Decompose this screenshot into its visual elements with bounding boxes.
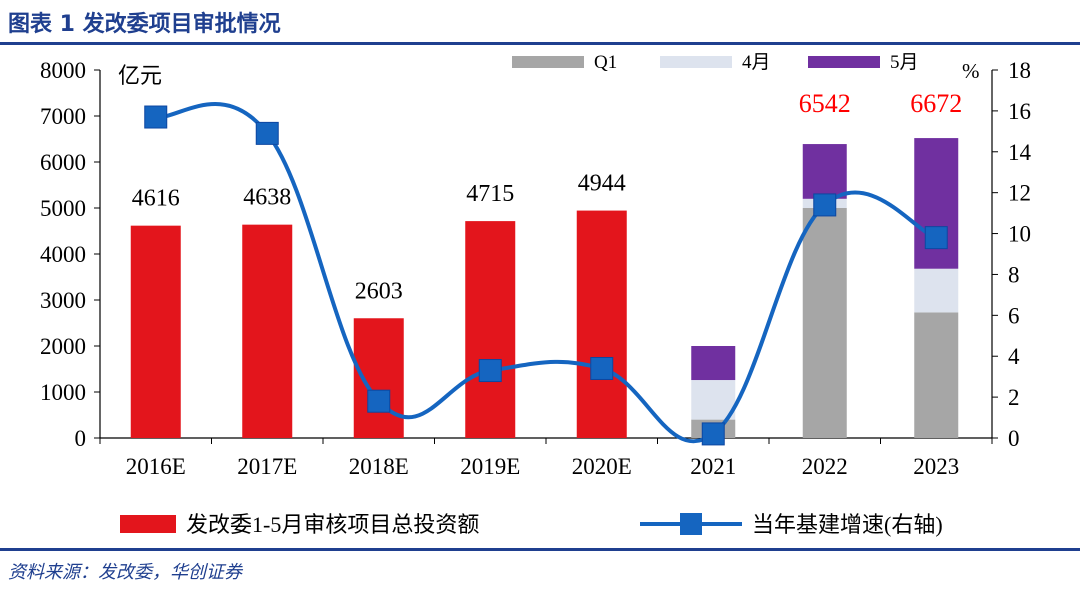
line-marker	[144, 105, 168, 129]
left-tick-label: 0	[75, 426, 87, 451]
legend-swatch-total	[120, 515, 176, 533]
legend-swatch	[660, 56, 732, 68]
line-marker	[255, 121, 279, 145]
right-tick-label: 6	[1008, 303, 1020, 328]
bar-stack-Q1	[914, 312, 959, 438]
bar-total-investment	[465, 221, 516, 438]
legend-label: 4月	[742, 52, 771, 73]
left-tick-label: 8000	[40, 58, 86, 83]
left-tick-label: 4000	[40, 242, 86, 267]
annotation-total: 6542	[799, 89, 851, 118]
line-marker	[478, 359, 502, 383]
bar-total-investment	[130, 225, 181, 438]
left-tick-label: 5000	[40, 196, 86, 221]
right-tick-label: 8	[1008, 262, 1020, 287]
line-marker	[367, 389, 391, 413]
line-marker	[924, 226, 948, 250]
right-tick-label: 14	[1008, 140, 1032, 165]
bar-data-label: 4616	[132, 186, 180, 212]
x-tick-label: 2023	[913, 454, 959, 479]
left-tick-label: 3000	[40, 288, 86, 313]
right-tick-label: 0	[1008, 426, 1020, 451]
legend-swatch	[512, 56, 584, 68]
line-infrastructure-growth	[155, 102, 938, 444]
annotation-total: 6672	[910, 89, 962, 118]
x-tick-label: 2020E	[572, 454, 632, 479]
bar-stack-5月	[802, 144, 847, 199]
source-note: 资料来源：发改委，华创证券	[8, 562, 242, 583]
x-tick-label: 2016E	[126, 454, 186, 479]
bar-stack-4月	[691, 380, 736, 420]
x-tick-label: 2018E	[349, 454, 409, 479]
left-tick-label: 1000	[40, 380, 86, 405]
title-rule	[0, 42, 1080, 45]
bar-total-investment	[576, 210, 627, 438]
bar-data-label: 4944	[578, 171, 626, 197]
right-tick-label: 10	[1008, 222, 1031, 247]
line-marker	[590, 356, 614, 380]
left-tick-label: 2000	[40, 334, 86, 359]
bar-data-label: 2603	[355, 278, 403, 304]
left-tick-label: 7000	[40, 104, 86, 129]
x-tick-label: 2019E	[460, 454, 520, 479]
legend-label: 5月	[890, 52, 919, 73]
x-tick-label: 2017E	[237, 454, 297, 479]
line-marker	[701, 422, 725, 446]
right-tick-label: 16	[1008, 99, 1031, 124]
right-tick-label: 12	[1008, 181, 1031, 206]
line-marker	[813, 193, 837, 217]
chart-svg: 0 1000 2000 3000 4000 5000 6000 7000 8000 0 2 4 6 8 10…	[40, 52, 1032, 537]
legend-label-total: 发改委1-5月审核项目总投资额	[186, 512, 479, 537]
legend-label: Q1	[594, 52, 617, 73]
bar-stack-4月	[914, 268, 959, 313]
figure-title: 图表 1 发改委项目审批情况	[8, 12, 281, 37]
right-tick-label: 18	[1008, 58, 1031, 83]
legend-marker-growth	[680, 513, 702, 535]
bar-data-label: 4715	[466, 181, 514, 207]
source-rule	[0, 548, 1080, 551]
right-tick-label: 4	[1008, 344, 1020, 369]
bar-stack-Q1	[802, 208, 847, 438]
left-tick-label: 6000	[40, 150, 86, 175]
x-tick-label: 2021	[690, 454, 736, 479]
legend-label-growth: 当年基建增速(右轴)	[752, 512, 943, 537]
legend-swatch	[808, 56, 880, 68]
bar-data-label: 4638	[243, 185, 291, 211]
x-tick-label: 2022	[802, 454, 848, 479]
right-tick-label: 2	[1008, 385, 1020, 410]
left-axis-unit: 亿元	[118, 63, 162, 88]
bar-total-investment	[242, 224, 293, 438]
right-axis-unit: %	[962, 59, 980, 83]
bar-stack-5月	[691, 346, 736, 381]
